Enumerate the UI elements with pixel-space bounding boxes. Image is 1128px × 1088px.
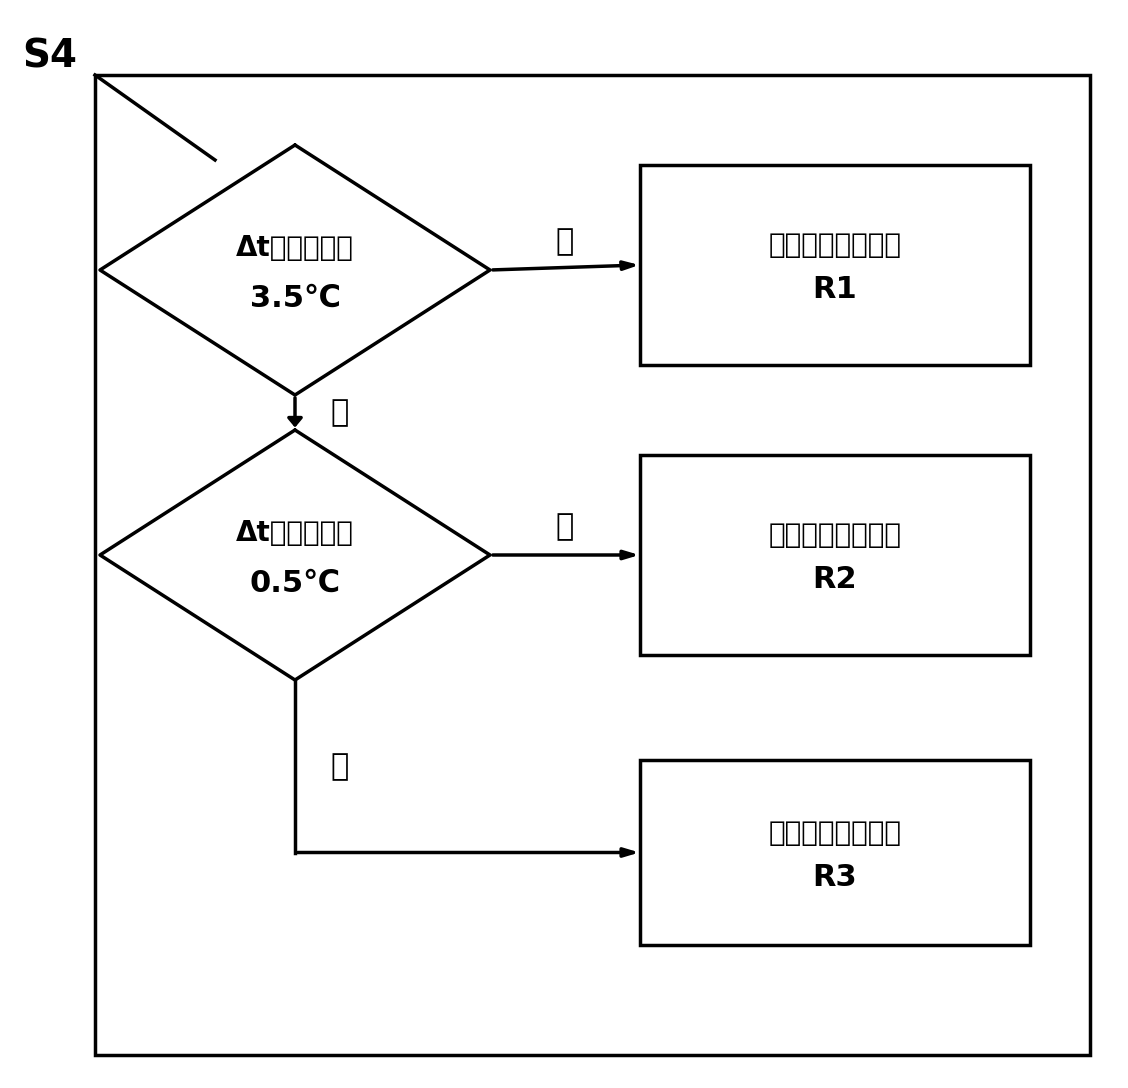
Text: 0.5℃: 0.5℃ bbox=[249, 569, 341, 597]
Text: 采用风扇转速算法: 采用风扇转速算法 bbox=[768, 231, 901, 259]
Text: S4: S4 bbox=[23, 38, 77, 76]
Text: 采用风扇转速算法: 采用风扇转速算法 bbox=[768, 818, 901, 846]
Text: 3.5℃: 3.5℃ bbox=[249, 284, 341, 312]
Text: R3: R3 bbox=[812, 863, 857, 892]
Text: 否: 否 bbox=[331, 398, 349, 426]
Bar bbox=[640, 455, 1030, 655]
Text: Δt大于或等于: Δt大于或等于 bbox=[236, 519, 354, 547]
Bar bbox=[95, 75, 1090, 1055]
Text: Δt大于或等于: Δt大于或等于 bbox=[236, 234, 354, 262]
Text: 是: 是 bbox=[556, 512, 574, 542]
Text: 采用风扇转速算法: 采用风扇转速算法 bbox=[768, 521, 901, 549]
Bar bbox=[640, 761, 1030, 945]
Text: R2: R2 bbox=[812, 566, 857, 594]
Text: 否: 否 bbox=[331, 752, 349, 781]
Text: R1: R1 bbox=[812, 275, 857, 305]
Bar bbox=[640, 165, 1030, 364]
Text: 是: 是 bbox=[556, 227, 574, 257]
